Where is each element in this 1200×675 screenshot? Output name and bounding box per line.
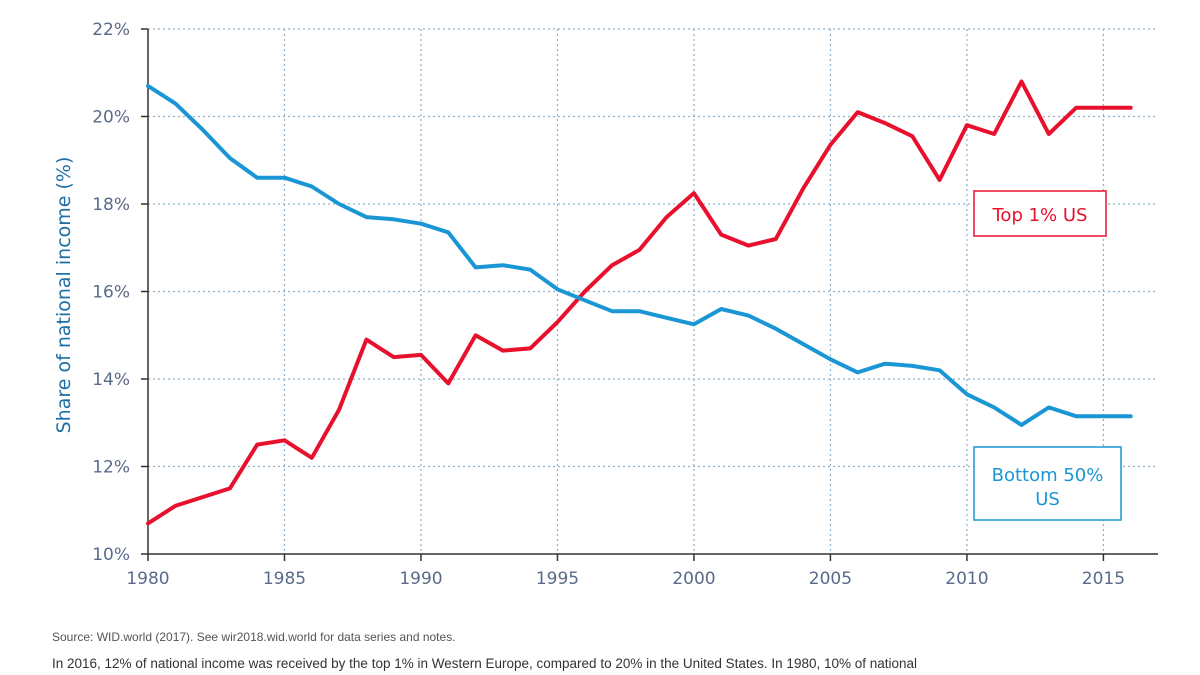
legend-label: US <box>1035 489 1060 510</box>
legend-bottom-50pct: Bottom 50% US <box>973 446 1122 521</box>
axes <box>141 28 1158 561</box>
x-tick-label: 2015 <box>1082 569 1125 589</box>
x-tick-label: 2010 <box>945 569 988 589</box>
y-tick-label: 22% <box>92 20 130 40</box>
legend-box <box>973 446 1122 521</box>
legend-label: Top 1% US <box>992 205 1088 226</box>
x-tick-label: 1990 <box>399 569 442 589</box>
tick-labels: 10% 12% 14% 16% 18% 20% 22% 1980 1985 1990 1995 200… <box>92 20 1125 589</box>
data-series <box>146 79 1133 526</box>
legend-label: Bottom 50% <box>992 465 1104 486</box>
source-note: Source: WID.world (2017). See wir2018.wi… <box>52 630 456 644</box>
caption-text: In 2016, 12% of national income was rece… <box>52 656 918 671</box>
legend-top-1pct: Top 1% US <box>973 190 1107 237</box>
income-share-line-chart: 10% 12% 14% 16% 18% 20% 22% 1980 1985 1990 1995 200… <box>53 20 1158 589</box>
x-tick-label: 2005 <box>809 569 852 589</box>
x-tick-label: 2000 <box>672 569 715 589</box>
y-tick-label: 16% <box>92 283 130 303</box>
y-tick-label: 12% <box>92 458 130 478</box>
y-tick-label: 10% <box>92 545 130 565</box>
legend: Top 1% US Bottom 50% US <box>973 190 1122 521</box>
legend-box <box>973 190 1107 237</box>
y-tick-label: 20% <box>92 108 130 128</box>
y-tick-label: 18% <box>92 195 130 215</box>
series-line-top-1pct <box>146 79 1133 526</box>
x-tick-label: 1980 <box>126 569 169 589</box>
series-line-bottom-50pct <box>146 83 1133 427</box>
y-axis-label: Share of national income (%) <box>53 157 75 434</box>
y-tick-label: 14% <box>92 370 130 390</box>
x-tick-label: 1995 <box>536 569 579 589</box>
x-tick-label: 1985 <box>263 569 306 589</box>
